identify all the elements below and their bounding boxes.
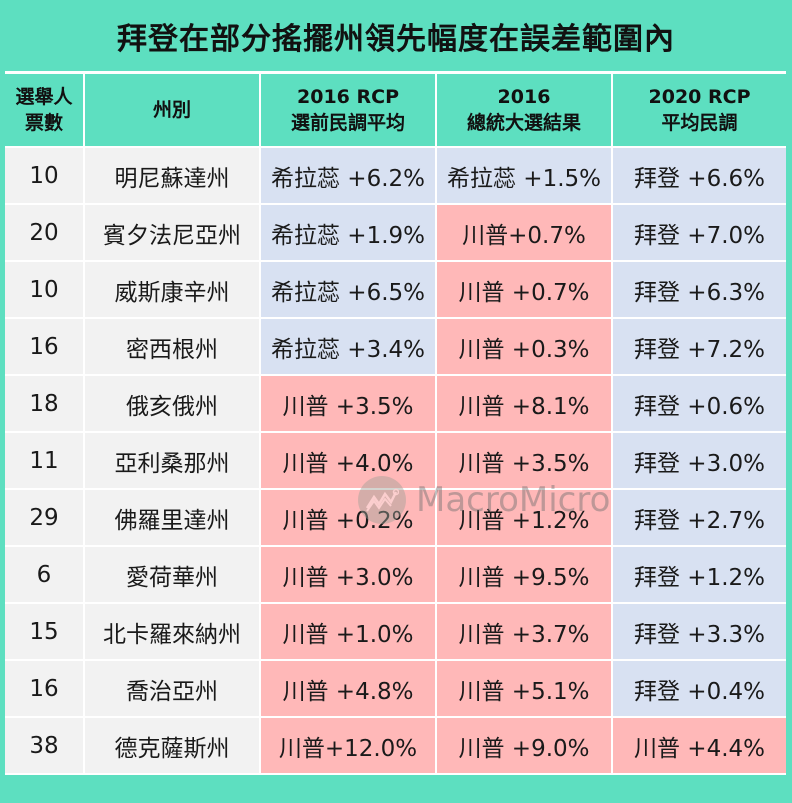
rcp-2016-cell: 川普 +1.0%	[259, 602, 437, 661]
result-2016-cell: 川普 +0.7%	[435, 260, 613, 319]
rcp-2020-cell: 拜登 +7.0%	[611, 203, 786, 262]
electoral-votes-cell: 16	[5, 317, 85, 376]
header-electoral-votes: 選舉人 票數	[5, 74, 85, 148]
rcp-2020-cell: 拜登 +3.0%	[611, 431, 786, 490]
rcp-2020-cell: 拜登 +7.2%	[611, 317, 786, 376]
electoral-votes-cell: 38	[5, 716, 85, 775]
rcp-2020-cell: 拜登 +1.2%	[611, 545, 786, 604]
table-row: 10 明尼蘇達州 希拉蕊 +6.2% 希拉蕊 +1.5% 拜登 +6.6%	[5, 146, 786, 205]
header-line: 總統大選結果	[466, 112, 581, 134]
table-row: 38 德克薩斯州 川普+12.0% 川普 +9.0% 川普 +4.4%	[5, 716, 786, 775]
header-line: 選舉人	[15, 86, 73, 108]
result-2016-cell: 川普 +5.1%	[435, 659, 613, 718]
result-2016-cell: 川普 +9.0%	[435, 716, 613, 775]
table-row: 29 佛羅里達州 川普 +0.2% 川普 +1.2% 拜登 +2.7%	[5, 488, 786, 547]
electoral-votes-cell: 6	[5, 545, 85, 604]
rcp-2016-cell: 川普 +3.0%	[259, 545, 437, 604]
header-line: 2016 RCP	[297, 86, 399, 108]
table-row: 16 喬治亞州 川普 +4.8% 川普 +5.1% 拜登 +0.4%	[5, 659, 786, 718]
header-state: 州別	[83, 74, 261, 148]
result-2016-cell: 川普 +1.2%	[435, 488, 613, 547]
electoral-votes-cell: 10	[5, 146, 85, 205]
header-2016-result: 2016 總統大選結果	[435, 74, 613, 148]
state-name-cell: 喬治亞州	[83, 659, 261, 718]
header-2020-rcp: 2020 RCP 平均民調	[611, 74, 786, 148]
result-2016-cell: 川普 +3.7%	[435, 602, 613, 661]
header-line: 州別	[152, 99, 191, 121]
state-name-cell: 明尼蘇達州	[83, 146, 261, 205]
electoral-votes-cell: 15	[5, 602, 85, 661]
state-name-cell: 亞利桑那州	[83, 431, 261, 490]
rcp-2016-cell: 希拉蕊 +3.4%	[259, 317, 437, 376]
state-name-cell: 佛羅里達州	[83, 488, 261, 547]
rcp-2020-cell: 拜登 +3.3%	[611, 602, 786, 661]
header-row: 選舉人 票數 州別 2016 RCP 選前民調平均 2016 總統大選結果 20…	[5, 74, 786, 148]
title-divider	[5, 71, 786, 74]
header-line: 2016	[497, 86, 551, 108]
table-row: 11 亞利桑那州 川普 +4.0% 川普 +3.5% 拜登 +3.0%	[5, 431, 786, 490]
electoral-votes-cell: 20	[5, 203, 85, 262]
rcp-2016-cell: 川普 +3.5%	[259, 374, 437, 433]
state-name-cell: 北卡羅來納州	[83, 602, 261, 661]
state-name-cell: 密西根州	[83, 317, 261, 376]
swing-state-table: 選舉人 票數 州別 2016 RCP 選前民調平均 2016 總統大選結果 20…	[5, 74, 786, 775]
rcp-2020-cell: 川普 +4.4%	[611, 716, 786, 775]
table-row: 10 威斯康辛州 希拉蕊 +6.5% 川普 +0.7% 拜登 +6.3%	[5, 260, 786, 319]
state-name-cell: 俄亥俄州	[83, 374, 261, 433]
rcp-2020-cell: 拜登 +6.3%	[611, 260, 786, 319]
result-2016-cell: 希拉蕊 +1.5%	[435, 146, 613, 205]
table-row: 15 北卡羅來納州 川普 +1.0% 川普 +3.7% 拜登 +3.3%	[5, 602, 786, 661]
rcp-2020-cell: 拜登 +0.6%	[611, 374, 786, 433]
result-2016-cell: 川普 +8.1%	[435, 374, 613, 433]
table-row: 20 賓夕法尼亞州 希拉蕊 +1.9% 川普+0.7% 拜登 +7.0%	[5, 203, 786, 262]
result-2016-cell: 川普 +0.3%	[435, 317, 613, 376]
header-line: 平均民調	[661, 112, 738, 134]
result-2016-cell: 川普+0.7%	[435, 203, 613, 262]
rcp-2016-cell: 川普 +4.8%	[259, 659, 437, 718]
rcp-2020-cell: 拜登 +2.7%	[611, 488, 786, 547]
electoral-votes-cell: 29	[5, 488, 85, 547]
rcp-2016-cell: 川普 +4.0%	[259, 431, 437, 490]
result-2016-cell: 川普 +3.5%	[435, 431, 613, 490]
header-2016-rcp: 2016 RCP 選前民調平均	[259, 74, 437, 148]
rcp-2016-cell: 川普 +0.2%	[259, 488, 437, 547]
header-line: 選前民調平均	[290, 112, 405, 134]
state-name-cell: 愛荷華州	[83, 545, 261, 604]
rcp-2020-cell: 拜登 +6.6%	[611, 146, 786, 205]
header-line: 票數	[24, 112, 63, 134]
rcp-2016-cell: 希拉蕊 +6.5%	[259, 260, 437, 319]
rcp-2016-cell: 希拉蕊 +1.9%	[259, 203, 437, 262]
state-name-cell: 德克薩斯州	[83, 716, 261, 775]
rcp-2016-cell: 希拉蕊 +6.2%	[259, 146, 437, 205]
electoral-votes-cell: 11	[5, 431, 85, 490]
table-row: 6 愛荷華州 川普 +3.0% 川普 +9.5% 拜登 +1.2%	[5, 545, 786, 604]
page-title: 拜登在部分搖擺州領先幅度在誤差範圍內	[117, 22, 675, 57]
state-name-cell: 威斯康辛州	[83, 260, 261, 319]
electoral-votes-cell: 10	[5, 260, 85, 319]
electoral-votes-cell: 16	[5, 659, 85, 718]
table-row: 18 俄亥俄州 川普 +3.5% 川普 +8.1% 拜登 +0.6%	[5, 374, 786, 433]
table-body: 10 明尼蘇達州 希拉蕊 +6.2% 希拉蕊 +1.5% 拜登 +6.6% 20 賓夕法尼亞…	[5, 146, 786, 775]
result-2016-cell: 川普 +9.5%	[435, 545, 613, 604]
rcp-2016-cell: 川普+12.0%	[259, 716, 437, 775]
table-row: 16 密西根州 希拉蕊 +3.4% 川普 +0.3% 拜登 +7.2%	[5, 317, 786, 376]
header-line: 2020 RCP	[648, 86, 751, 108]
electoral-votes-cell: 18	[5, 374, 85, 433]
state-name-cell: 賓夕法尼亞州	[83, 203, 261, 262]
rcp-2020-cell: 拜登 +0.4%	[611, 659, 786, 718]
